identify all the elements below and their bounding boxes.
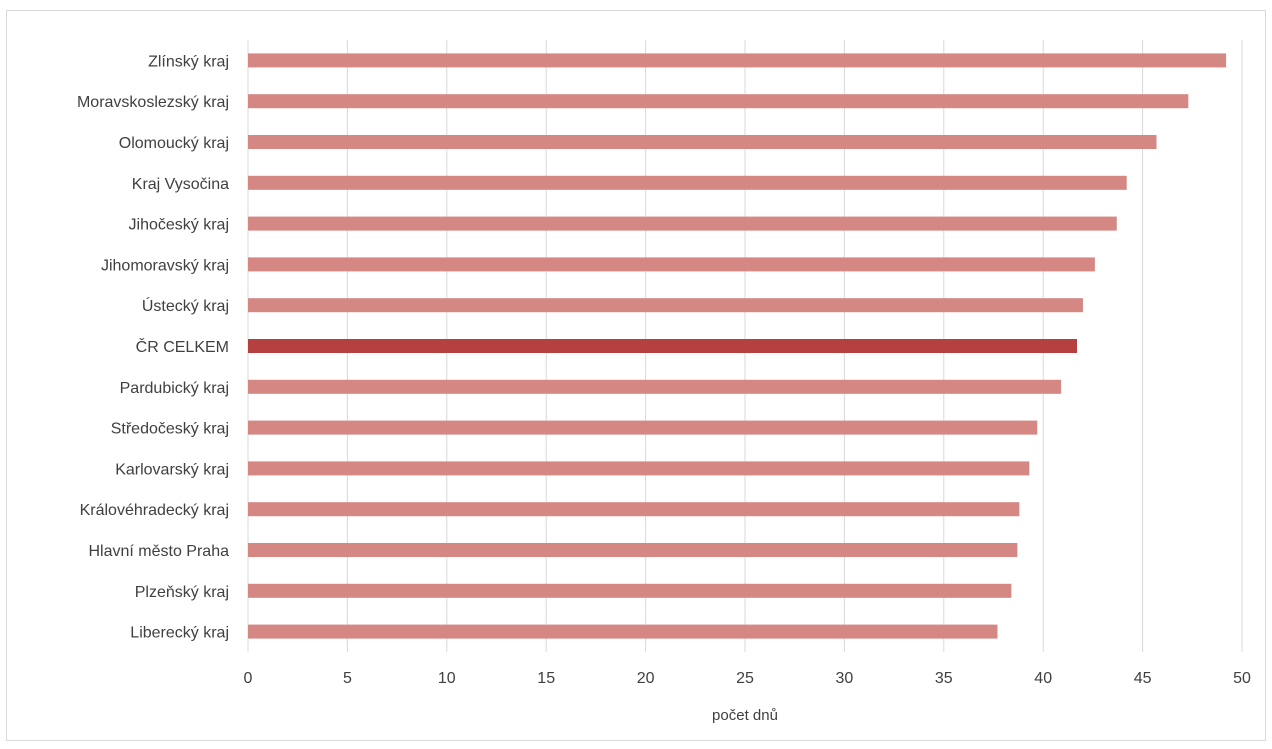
category-label: Liberecký kraj (130, 625, 229, 642)
bar-6 (248, 298, 1083, 313)
x-tick-label: 40 (1034, 670, 1052, 687)
x-tick-label: 35 (935, 670, 953, 687)
chart-frame (6, 10, 1266, 741)
x-tick-labels: 0 5 10 15 20 25 30 35 40 45 50 (244, 670, 1251, 687)
x-tick-label: 10 (438, 670, 456, 687)
category-label: Jihomoravský kraj (101, 257, 229, 274)
bar-7 (248, 339, 1077, 353)
bar-11 (248, 502, 1020, 517)
bar-14 (248, 624, 998, 639)
x-tick-label: 20 (637, 670, 655, 687)
bar-5 (248, 257, 1095, 272)
category-labels: Zlínský kraj Moravskoslezský kraj Olomouck… (77, 53, 229, 641)
category-label: ČR CELKEM (136, 337, 229, 356)
x-tick-label: 50 (1233, 670, 1251, 687)
x-tick-label: 30 (836, 670, 854, 687)
category-label: Královéhradecký kraj (80, 502, 229, 519)
x-tick-label: 45 (1134, 670, 1152, 687)
bar-12 (248, 543, 1018, 557)
bar-3 (248, 175, 1127, 190)
category-label: Olomoucký kraj (119, 135, 229, 152)
category-label: Hlavní město Praha (88, 543, 229, 560)
category-label: Kraj Vysočina (132, 176, 229, 193)
x-tick-label: 5 (343, 670, 352, 687)
category-label: Pardubický kraj (120, 380, 229, 397)
category-label: Středočeský kraj (111, 421, 229, 438)
category-label: Plzeňský kraj (135, 584, 229, 601)
category-label: Jihočeský kraj (129, 217, 229, 234)
x-tick-label: 15 (537, 670, 555, 687)
bar-1 (248, 94, 1189, 109)
bar-10 (248, 461, 1030, 476)
category-label: Zlínský kraj (148, 53, 229, 70)
bar-8 (248, 379, 1062, 394)
bars (248, 53, 1227, 639)
bar-13 (248, 583, 1012, 598)
bar-2 (248, 135, 1157, 149)
category-label: Karlovarský kraj (115, 461, 229, 478)
bar-0 (248, 53, 1227, 68)
x-tick-label: 25 (736, 670, 754, 687)
bar-9 (248, 420, 1038, 435)
bar-4 (248, 216, 1117, 231)
category-label: Moravskoslezský kraj (77, 94, 229, 111)
x-tick-label: 0 (244, 670, 253, 687)
category-label: Ústecký kraj (142, 296, 229, 315)
x-axis-title: počet dnů (712, 707, 778, 724)
